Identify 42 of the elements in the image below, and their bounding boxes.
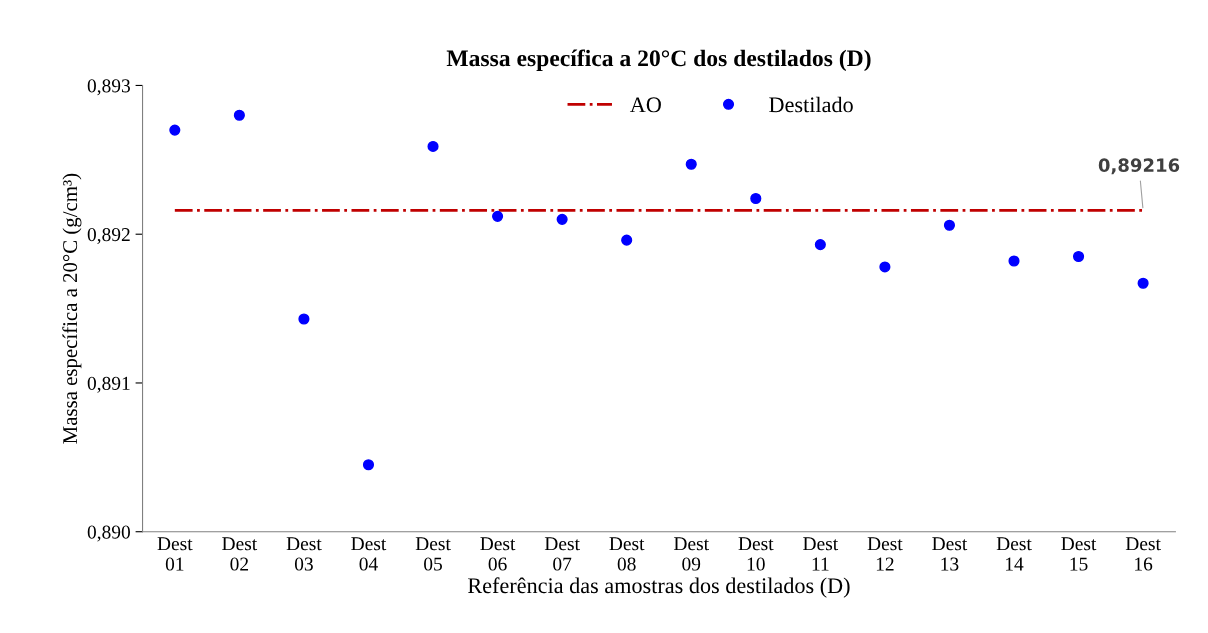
x-tick-label: Dest 08 [609, 537, 645, 571]
y-tick-label: 0,892 [87, 228, 130, 244]
x-tick-label: Dest 12 [867, 537, 903, 571]
y-axis-title: Massa específica a 20°C (g/cm³) [62, 173, 82, 444]
point [427, 140, 439, 153]
point [556, 213, 568, 225]
x-tick-label: Dest 02 [222, 537, 258, 571]
x-tick-label: Dest 01 [157, 537, 193, 571]
point [814, 239, 826, 251]
legend-label: AO [629, 97, 661, 113]
y-tick-label: 0,890 [87, 525, 130, 542]
legend-label: Destilado [769, 96, 853, 113]
x-tick-label: Dest 13 [932, 537, 968, 571]
point [1008, 255, 1020, 267]
x-tick-label: Dest 16 [1125, 537, 1161, 571]
point [750, 192, 762, 205]
x-tick-label: Dest 11 [803, 537, 839, 571]
x-tick-label: Dest 10 [738, 537, 774, 571]
point [362, 459, 375, 471]
x-tick-label: Dest 03 [286, 537, 322, 571]
x-tick-label: Dest 15 [1061, 537, 1097, 571]
x-tick-label: Dest 07 [544, 537, 580, 571]
y-tick-label: 0,893 [87, 79, 130, 96]
x-tick-label: Dest 09 [673, 537, 709, 571]
point [169, 124, 181, 136]
annotation: 0,89216 [1098, 158, 1180, 175]
point [298, 313, 310, 325]
x-tick-label: Dest 14 [996, 537, 1032, 571]
point [879, 261, 891, 273]
x-tick-label: Dest 06 [480, 537, 516, 571]
y-tick-label: 0,891 [87, 376, 130, 393]
x-tick-label: Dest 04 [351, 537, 387, 571]
point [233, 109, 245, 121]
point [943, 219, 956, 231]
chart-title: Massa específica a 20°C dos destilados (D) [446, 49, 871, 72]
point [621, 234, 633, 246]
point [685, 158, 697, 170]
point [492, 210, 504, 222]
point [1072, 250, 1085, 263]
x-axis-title: Referência das amostras dos destilados (D) [467, 577, 850, 598]
point [1137, 277, 1149, 289]
x-tick-label: Dest 05 [415, 537, 451, 571]
